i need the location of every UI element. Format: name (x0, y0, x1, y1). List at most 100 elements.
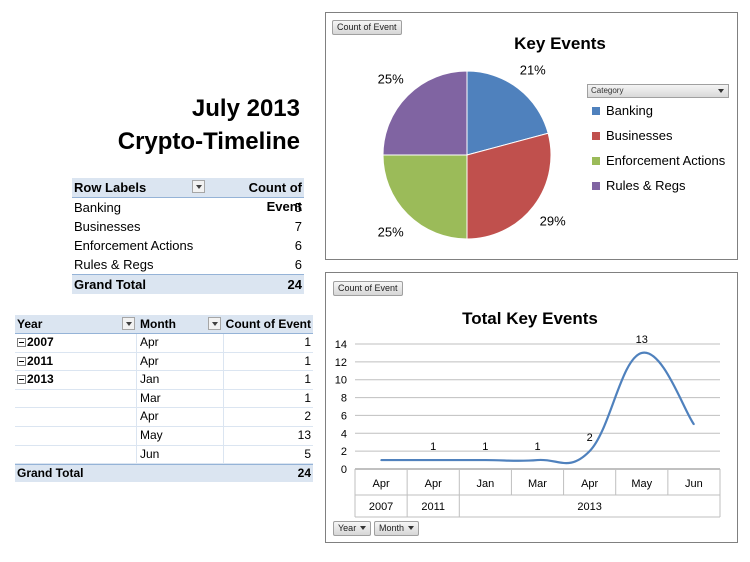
month-cell: May (137, 426, 224, 445)
year-cell (15, 445, 137, 464)
pie-slice-1 (466, 132, 552, 240)
date-pivot-table: Year Month Count of Event 2007 Apr 1 201… (15, 315, 313, 483)
row-value: 6 (294, 257, 302, 272)
year-filter-icon[interactable] (122, 317, 135, 330)
legend-swatch (592, 132, 600, 140)
grand-total-row: Grand Total 24 (72, 274, 304, 294)
count-cell: 13 (297, 427, 311, 442)
report-title: July 2013 Crypto-Timeline (60, 92, 300, 158)
year-filter-label: Year (338, 523, 357, 533)
legend-item-rules-regs: Rules & Regs (592, 178, 685, 194)
year-label: 2007 (27, 335, 54, 349)
collapse-icon[interactable] (17, 356, 26, 366)
year-label: 2013 (27, 372, 54, 387)
line-data-label: 13 (636, 334, 648, 346)
row-label: Businesses (74, 219, 141, 234)
year-group-label: 2013 (577, 501, 601, 513)
month-cell: Apr (137, 408, 224, 426)
line-data-label: 1 (482, 441, 488, 453)
grand-total-row: Grand Total 24 (15, 464, 313, 483)
count-header: Count of Event (248, 180, 302, 214)
legend-swatch (592, 107, 600, 115)
line-points (380, 352, 695, 461)
line-y-ticks: 0 2 4 6 8 10 12 14 (335, 339, 347, 476)
report-title-line2: Crypto-Timeline (117, 128, 300, 155)
line-field-button[interactable]: Count of Event (333, 281, 403, 296)
pie-chart-title: Key Events (514, 34, 606, 53)
grand-total-label: Grand Total (74, 277, 146, 292)
row-value: 6 (294, 238, 302, 253)
legend-item-businesses: Businesses (592, 128, 672, 144)
pie-chart: 21% 29% 25% 25% (378, 62, 566, 240)
line-point (693, 423, 695, 426)
category-filter-label: Category (591, 86, 624, 95)
chevron-down-icon (360, 526, 367, 530)
legend-swatch (592, 182, 600, 190)
row-label: Rules & Regs (74, 257, 154, 272)
line-point (432, 459, 435, 461)
legend-label: Businesses (606, 128, 673, 143)
grand-total-value: 24 (297, 466, 311, 481)
table-row: Banking 5 (72, 198, 304, 217)
line-data-label: 1 (430, 441, 436, 453)
month-cell: Jan (137, 371, 224, 389)
row-labels-filter-icon[interactable] (192, 180, 205, 193)
chevron-down-icon (718, 89, 724, 93)
chevron-down-icon (408, 526, 415, 530)
x-tick-label: Jun (685, 478, 703, 490)
month-cell: Mar (137, 389, 224, 408)
table-row: Rules & Regs 6 (72, 255, 304, 274)
legend-item-banking: Banking (592, 103, 653, 119)
pie-field-button[interactable]: Count of Event (332, 20, 402, 35)
line-series (381, 351, 695, 465)
y-tick-label: 10 (335, 375, 347, 387)
collapse-icon[interactable] (17, 338, 26, 347)
line-chart-box[interactable] (325, 272, 738, 543)
row-label: Enforcement Actions (74, 238, 194, 253)
legend-label: Banking (606, 103, 653, 118)
count-cell: 5 (304, 446, 311, 461)
x-tick-label: Jan (476, 478, 494, 490)
legend-label: Enforcement Actions (606, 153, 726, 168)
grand-total-label: Grand Total (17, 466, 84, 481)
pie-slice-2 (382, 154, 468, 240)
table-row: Enforcement Actions 6 (72, 236, 304, 255)
pie-slice-0 (466, 70, 549, 156)
month-filter-icon[interactable] (208, 317, 221, 330)
year-header: Year (15, 315, 137, 333)
month-filter-button[interactable]: Month (374, 521, 420, 536)
month-cell: Apr (137, 352, 224, 371)
collapse-icon[interactable] (17, 375, 26, 385)
pie-data-label: 29% (540, 214, 566, 229)
legend-item-enforcement-actions: Enforcement Actions (592, 153, 725, 169)
y-tick-label: 12 (335, 357, 347, 369)
x-tick-label: Apr (425, 478, 442, 490)
y-tick-label: 4 (341, 428, 347, 440)
year-label: 2011 (27, 353, 54, 368)
month-filter-label: Month (379, 523, 405, 533)
pivot-header-row: Row Labels Count of Event (72, 178, 304, 214)
table-row: Businesses 7 (72, 217, 304, 236)
year-cell (15, 426, 137, 445)
legend-swatch (592, 157, 600, 165)
x-tick-label: May (631, 478, 652, 490)
table-row: May 13 (15, 426, 313, 446)
year-cell: 2011 (15, 352, 137, 371)
count-cell: 2 (304, 409, 311, 424)
line-data-label: 1 (534, 441, 540, 453)
table-row: Mar 1 (15, 389, 313, 409)
month-cell: Apr (137, 334, 224, 352)
year-cell: 2013 (15, 371, 137, 389)
year-group-label: 2011 (421, 501, 445, 513)
y-tick-label: 6 (341, 410, 347, 422)
table-row: Apr 2 (15, 408, 313, 427)
y-tick-label: 14 (335, 339, 347, 351)
y-tick-label: 8 (341, 393, 347, 405)
category-filter-button[interactable]: Category (587, 84, 729, 98)
table-row: 2013 Jan 1 (15, 371, 313, 390)
month-header: Month (137, 315, 224, 333)
year-filter-button[interactable]: Year (333, 521, 372, 536)
row-labels-header-text: Row Labels (74, 180, 147, 195)
year-cell (15, 389, 137, 408)
